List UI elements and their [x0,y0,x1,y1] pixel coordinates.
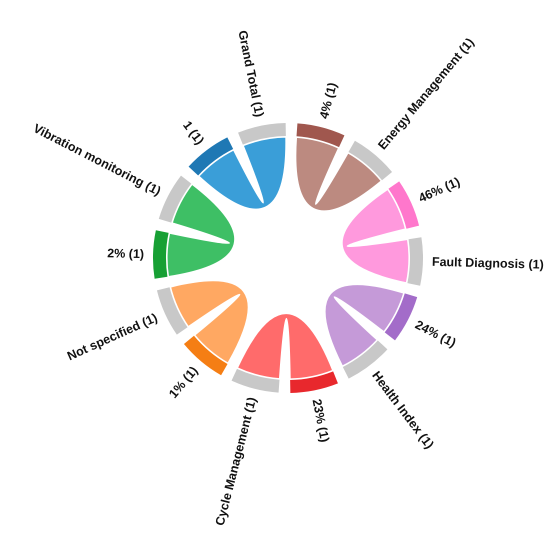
ribbons-layer [166,136,410,380]
ribbon-4-1-to-energy-management-1 [295,136,383,212]
ribbon-1-1-to-grand-total-1 [198,136,287,210]
label-fault-diagnosis-1: Fault Diagnosis (1) [432,255,544,272]
arc-vibration-monitoring-1 [158,175,192,223]
label-1-1: 1% (1) [166,364,200,401]
arc-2-1 [152,230,169,279]
ribbon-2-1-to-vibration-monitoring-1 [166,183,236,278]
label-2-1: 2% (1) [107,246,144,261]
ribbon-24-1-to-health-index-1 [324,284,405,367]
arc-cycle-management-1 [231,368,280,393]
label-vibration-monitoring-1: Vibration monitoring (1) [31,121,163,198]
arc-1-1 [188,137,234,176]
label-grand-total-1: Grand Total (1) [235,29,266,118]
labels-layer: 4% (1) Energy Management (1) 46% (1) Fault … [31,29,544,527]
ribbon-23-1-to-cycle-management-1 [236,312,334,380]
ribbon-46-1-to-fault-diagnosis-1 [341,188,410,284]
label-1-1: 1 (1) [180,118,207,147]
label-not-specified-1: Not specified (1) [65,311,159,364]
arc-23-1 [290,371,338,393]
arc-energy-management-1 [348,140,393,181]
label-23-1: 23% (1) [309,398,331,444]
arc-health-index-1 [342,340,388,379]
label-24-1: 24% (1) [413,318,458,350]
label-cycle-management-1: Cycle Management (1) [213,396,259,527]
label-health-index-1: Health Index (1) [369,369,436,452]
arc-1-1 [183,335,228,376]
arc-fault-diagnosis-1 [407,237,424,286]
ribbon-1-1-to-not-specified-1 [169,280,249,364]
label-46-1: 46% (1) [416,175,462,206]
arcs-layer [152,123,424,393]
arc-46-1 [388,181,420,229]
label-energy-management-1: Energy Management (1) [375,35,476,152]
arc-grand-total-1 [238,123,286,145]
arc-24-1 [384,293,418,341]
arc-not-specified-1 [156,287,188,335]
arc-4-1 [296,123,345,148]
label-4-1: 4% (1) [317,81,340,120]
